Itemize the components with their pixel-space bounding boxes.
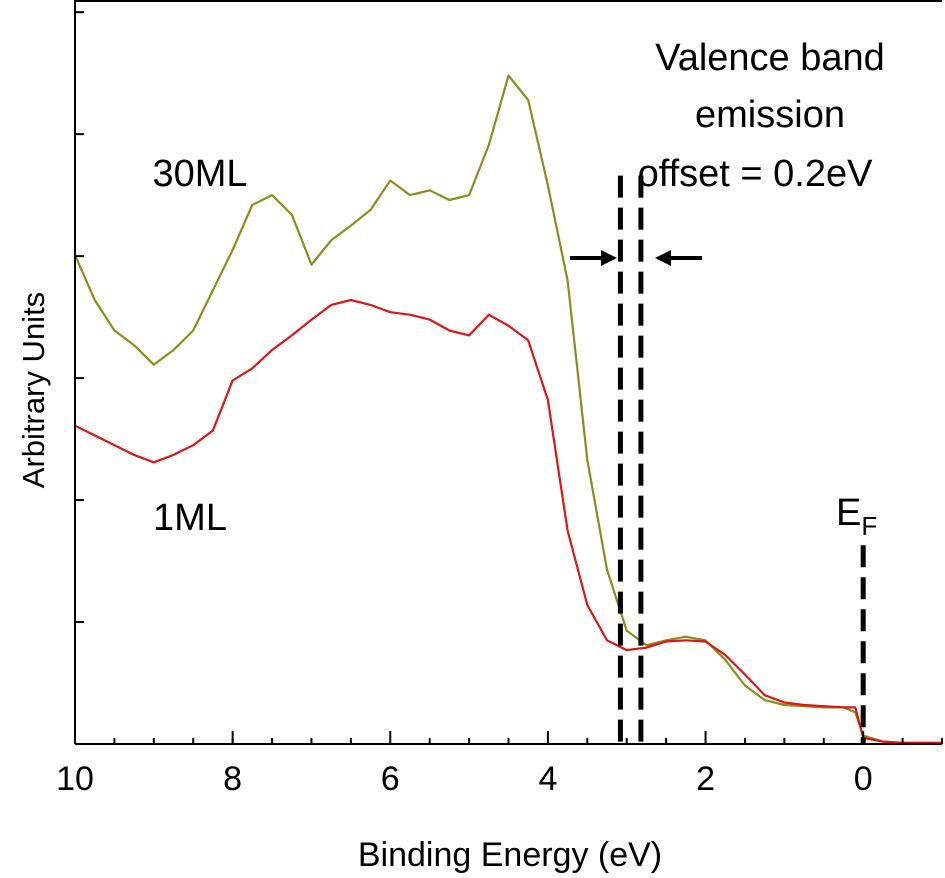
x-tick-label: 2: [696, 760, 715, 798]
ef-label: EF: [836, 492, 877, 541]
x-tick-label: 4: [538, 760, 557, 798]
x-tick-label: 8: [223, 760, 242, 798]
arrow-head: [601, 250, 617, 266]
ef-subscript: F: [861, 511, 877, 541]
annotation: offset = 0.2eV: [638, 153, 874, 195]
series-line: [73, 74, 942, 744]
ef-text: E: [836, 492, 861, 534]
x-axis-label: Binding Energy (eV): [358, 836, 662, 874]
annotation: Valence band: [655, 37, 885, 79]
series-line: [74, 298, 942, 744]
x-tick-label: 10: [56, 760, 94, 798]
x-tick-label: 6: [381, 760, 400, 798]
x-tick-label: 0: [854, 760, 873, 798]
arrow-head: [655, 250, 671, 266]
arrows: [570, 250, 702, 266]
y-axis-label: Arbitrary Units: [16, 292, 51, 488]
series-label: 30ML: [152, 153, 247, 195]
annotation: emission: [695, 94, 845, 136]
series-label: 1ML: [153, 497, 227, 539]
